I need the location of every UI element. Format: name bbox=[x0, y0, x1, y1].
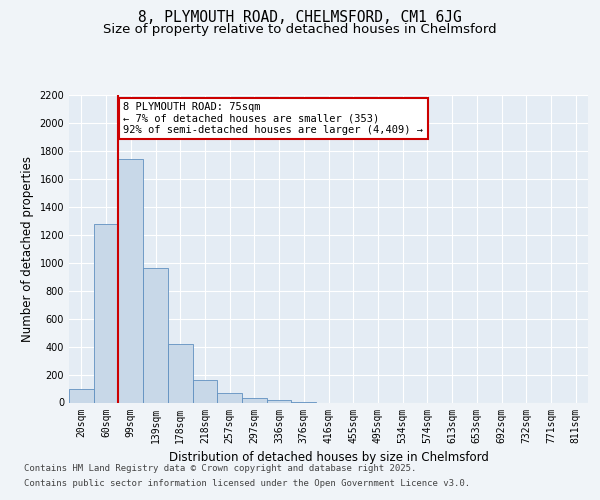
Bar bbox=[69, 388, 94, 402]
Bar bbox=[168, 344, 193, 403]
Bar bbox=[267, 400, 292, 402]
Bar bbox=[143, 268, 168, 402]
Text: Contains public sector information licensed under the Open Government Licence v3: Contains public sector information licen… bbox=[24, 479, 470, 488]
Bar bbox=[94, 224, 118, 402]
Bar bbox=[118, 160, 143, 402]
Bar bbox=[217, 394, 242, 402]
Y-axis label: Number of detached properties: Number of detached properties bbox=[21, 156, 34, 342]
Bar bbox=[242, 398, 267, 402]
Text: 8 PLYMOUTH ROAD: 75sqm
← 7% of detached houses are smaller (353)
92% of semi-det: 8 PLYMOUTH ROAD: 75sqm ← 7% of detached … bbox=[124, 102, 424, 135]
Text: Contains HM Land Registry data © Crown copyright and database right 2025.: Contains HM Land Registry data © Crown c… bbox=[24, 464, 416, 473]
Text: Size of property relative to detached houses in Chelmsford: Size of property relative to detached ho… bbox=[103, 24, 497, 36]
Text: 8, PLYMOUTH ROAD, CHELMSFORD, CM1 6JG: 8, PLYMOUTH ROAD, CHELMSFORD, CM1 6JG bbox=[138, 10, 462, 25]
X-axis label: Distribution of detached houses by size in Chelmsford: Distribution of detached houses by size … bbox=[169, 451, 488, 464]
Bar bbox=[193, 380, 217, 402]
